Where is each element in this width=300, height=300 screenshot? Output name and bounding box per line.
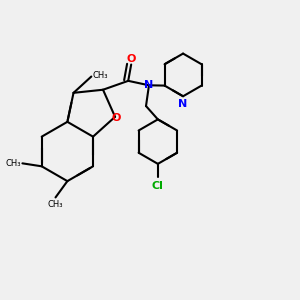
Text: N: N <box>178 99 188 109</box>
Text: O: O <box>112 113 121 123</box>
Text: O: O <box>127 54 136 64</box>
Text: N: N <box>144 80 154 90</box>
Text: CH₃: CH₃ <box>93 71 108 80</box>
Text: CH₃: CH₃ <box>48 200 63 209</box>
Text: CH₃: CH₃ <box>5 159 21 168</box>
Text: Cl: Cl <box>152 181 164 191</box>
